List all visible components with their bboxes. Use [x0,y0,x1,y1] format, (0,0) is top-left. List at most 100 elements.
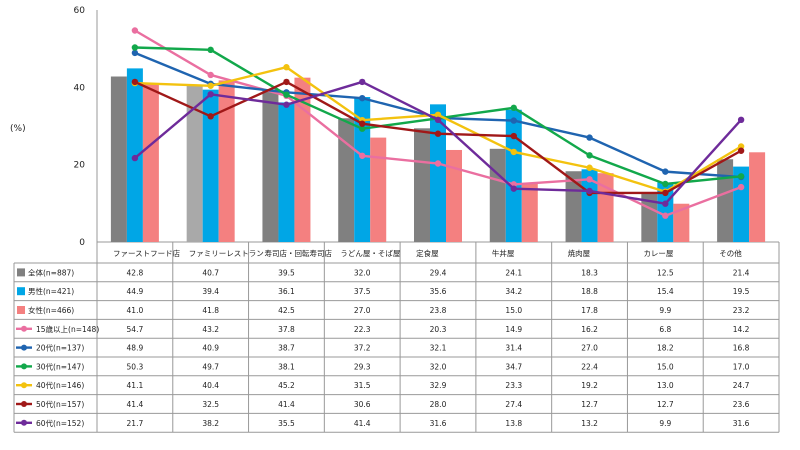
line-point [586,152,593,159]
bar [370,137,387,242]
y-tick-label: 60 [74,6,86,16]
data-label: 14.2 [733,325,750,334]
line-point [359,125,366,132]
data-label: 12.5 [657,268,674,277]
legend-label: 50代(n=157) [36,399,84,409]
data-label: 37.8 [278,325,295,334]
line-point [586,176,593,183]
data-label: 32.0 [354,268,371,277]
y-tick-label: 20 [74,161,86,171]
line-point [510,104,517,112]
category-label: ファーストフード店 [113,248,181,258]
data-label: 29.3 [354,362,371,371]
data-label: 9.9 [659,419,671,428]
data-label: 49.7 [202,362,219,371]
bar [186,84,203,242]
data-label: 31.6 [430,419,447,428]
data-label: 42.8 [127,268,144,277]
data-label: 17.0 [733,362,750,371]
bar [657,182,674,242]
data-label: 50.3 [127,362,144,371]
data-label: 41.4 [278,400,295,409]
data-label: 54.7 [127,325,144,334]
bar [733,166,750,242]
legend-label: 40代(n=146) [36,380,84,390]
data-label: 23.8 [430,306,447,315]
legend-label: 20代(n=137) [36,343,84,353]
category-label: 定食屋 [416,248,439,258]
bar [565,171,582,242]
line-point [207,71,214,79]
legend-marker [21,419,27,426]
data-label: 31.4 [505,344,522,353]
line-point [737,173,745,180]
category-label: うどん屋・そば屋 [340,249,400,258]
bar [717,159,734,242]
data-label: 15.4 [657,287,674,296]
data-label: 34.2 [505,287,522,296]
line-point [359,94,366,102]
legend-marker [21,382,27,389]
data-label: 24.7 [733,381,750,390]
y-axis-label: (%) [10,124,26,134]
data-label: 48.9 [127,344,144,353]
legend-marker [21,344,27,351]
legend-label: 女性(n=466) [28,305,74,315]
data-label: 27.0 [581,344,598,353]
legend-label: 全体(n=887) [28,267,74,277]
line-point [662,180,669,188]
data-label: 15.0 [657,362,674,371]
data-label: 29.4 [430,268,447,277]
legend-label: 30代(n=147) [36,361,84,371]
line-point [662,212,669,219]
data-label: 37.5 [354,287,371,296]
line-point [131,27,139,34]
bar [430,104,446,242]
data-label: 27.4 [505,400,522,409]
bar [597,173,614,242]
data-label: 23.2 [733,306,750,315]
data-label: 16.2 [581,325,598,334]
data-label: 23.3 [505,381,522,390]
data-label: 32.5 [202,400,219,409]
data-label: 40.7 [202,268,219,277]
data-label: 17.8 [581,306,598,315]
legend-swatch [17,306,25,314]
data-label: 42.5 [278,306,295,315]
data-label: 14.9 [505,325,522,334]
line-point [131,49,139,57]
category-label: カレー屋 [643,249,673,258]
y-tick-label: 40 [74,83,86,93]
data-label: 41.1 [127,381,144,390]
data-label: 21.7 [127,419,144,428]
data-label: 24.1 [505,268,522,277]
data-label: 9.9 [659,306,671,315]
data-label: 43.2 [202,325,219,334]
data-label: 39.5 [278,268,295,277]
data-label: 32.9 [430,381,447,390]
legend-marker [21,401,27,407]
line-point [283,64,290,71]
line-point [737,116,745,124]
data-label: 28.0 [430,400,447,409]
data-label: 40.4 [202,381,219,390]
line-point [662,189,669,197]
category-label: 寿司店・回転寿司店 [265,248,333,258]
legend-swatch [17,287,25,296]
line-point [359,78,366,86]
line-point [662,200,669,207]
line-point [737,147,745,154]
data-label: 27.0 [354,306,371,315]
data-label: 13.0 [657,381,674,390]
data-label: 31.5 [354,381,371,390]
line-point [434,130,442,137]
data-label: 21.4 [733,268,750,277]
bar [110,76,127,242]
line-point [586,164,593,171]
line-point [207,82,214,89]
data-label: 13.8 [505,419,522,428]
bar [202,89,219,242]
line-point [207,91,214,98]
bar [489,148,506,242]
bar [262,89,279,243]
